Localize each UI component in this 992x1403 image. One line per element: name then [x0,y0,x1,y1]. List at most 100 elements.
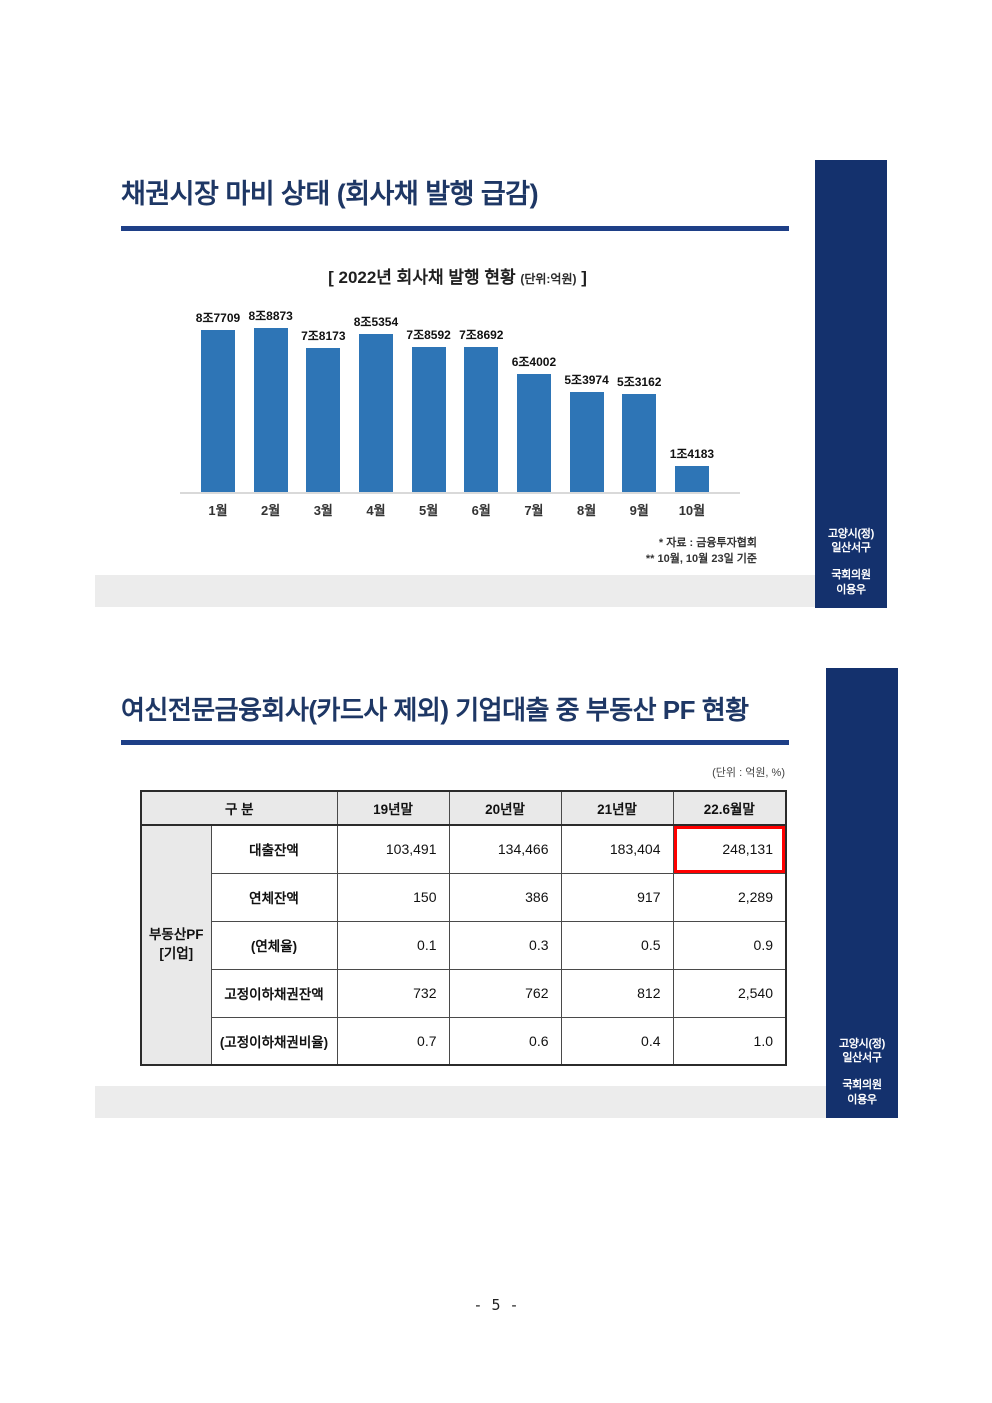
bar-column-8월: 5조3974 [564,371,610,492]
chart-bar [201,330,235,492]
value-cell: 183,404 [560,824,674,874]
bond-issuance-bar-chart: 8조7709 8조8873 7조8173 8조5354 7조8592 7조8692 6조40… [195,300,715,492]
bar-column-1월: 8조7709 [195,309,241,492]
bar-column-7월: 6조4002 [511,353,557,492]
value-cell: 0.3 [448,920,562,970]
x-tick-label: 5월 [419,503,439,518]
chart-x-tick-labels: 1월 2월 3월 4월 5월 6월 7월 8월 9월 10월 [195,500,715,519]
value-cell: 2,289 [672,872,787,922]
bar-value-label: 1조4183 [669,447,715,461]
x-tick-label: 8월 [576,503,597,518]
highlighted-value-cell: 248,131 [672,824,787,874]
slide2-title-underline [121,740,789,745]
value-cell: 0.5 [560,920,674,970]
sidebar-district-label: 고양시(정) 일산서구 [827,527,874,555]
bar-value-label: 8조7709 [195,311,241,325]
value-cell: 0.1 [336,920,450,970]
header-cell-category: 구 분 [140,790,338,826]
header-cell-21: 21년말 [560,790,674,826]
value-cell: 150 [336,872,450,922]
value-cell: 0.6 [448,1016,562,1066]
bar-column-4월: 8조5354 [353,313,399,492]
table-row: 고정이하채권잔액 732 762 812 2,540 [141,968,787,1018]
slide1-title: 채권시장 마비 상태 (회사채 발행 급감) [121,179,539,209]
x-tick-label: 9월 [629,503,649,518]
value-cell: 134,466 [448,824,562,874]
slide2-title: 여신전문금융회사(카드사 제외) 기업대출 중 부동산 PF 현황 [121,695,749,725]
slide2-bottom-strip [95,1086,830,1118]
chart-title-text: [ 2022년 회사채 발행 현황 [328,268,521,287]
chart-source-note: * 자료 : 금융투자협회 [658,537,757,549]
chart-basis-note: ** 10월, 10월 23일 기준 [645,552,757,565]
bar-value-label: 5조3974 [564,373,609,387]
real-estate-pf-table: 구 분 19년말 20년말 21년말 22.6월말 부동산PF [기업] 대출잔액… [140,790,787,1066]
x-tick-label: 2월 [261,503,281,518]
bar-column-5월: 7조8592 [406,326,452,492]
chart-x-axis [180,492,740,494]
value-cell: 386 [448,872,562,922]
value-cell: 732 [336,968,450,1018]
chart-bar [569,392,604,492]
chart-title: [ 2022년 회사채 발행 현황 (단위:억원) ] [185,263,730,288]
slide1-title-underline [121,226,789,231]
chart-unit-label: (단위:억원) [520,272,577,286]
bar-value-label: 6조4002 [511,355,557,369]
bar-value-label: 7조8692 [459,328,504,342]
value-cell: 917 [560,872,674,922]
bar-column-3월: 7조8173 [300,327,346,492]
value-cell: 0.7 [336,1016,450,1066]
x-tick-label: 10월 [678,503,706,518]
sidebar-member-label: 국회의원 이용우 [831,569,871,597]
metric-label-cell: 고정이하채권잔액 [210,968,338,1018]
chart-bar [306,348,341,492]
header-cell-22: 22.6월말 [672,790,787,826]
slide1-sidebar-banner: 고양시(정) 일산서구 국회의원 이용우 [815,160,887,608]
bar-column-10월: 1조4183 [669,445,715,492]
value-cell: 812 [560,968,674,1018]
chart-title-bracket: ] [576,268,587,287]
chart-bar [622,394,657,492]
chart-bars: 8조7709 8조8873 7조8173 8조5354 7조8592 7조8692 6조40… [195,300,715,492]
metric-label-cell: (연체율) [210,920,338,970]
bar-column-9월: 5조3162 [616,373,662,492]
chart-bar [464,347,499,492]
sidebar-district-label: 고양시(정) 일산서구 [838,1037,885,1065]
bar-column-2월: 8조8873 [248,307,294,492]
row-group-cell: 부동산PF [기업] [140,824,212,1066]
x-tick-label: 7월 [524,503,544,518]
chart-bar [253,328,288,492]
table-row: (연체율) 0.1 0.3 0.5 0.9 [141,920,787,970]
chart-footnotes: * 자료 : 금융투자협회 ** 10월, 10월 23일 기준 [646,536,757,568]
x-tick-label: 3월 [313,503,333,518]
page-number: - 5 - [473,1296,519,1314]
value-cell: 103,491 [336,824,450,874]
value-cell: 0.4 [560,1016,674,1066]
table-unit-label: (단위 : 억원, %) [712,767,785,779]
bar-value-label: 8조8873 [248,309,293,323]
table-row: 부동산PF [기업] 대출잔액 103,491 134,466 183,404 248,1… [140,824,787,1066]
bar-value-label: 8조5354 [353,315,399,329]
sidebar-member-label: 국회의원 이용우 [842,1079,882,1107]
chart-bar [358,334,393,492]
slide1-bottom-strip [95,575,815,607]
x-tick-label: 4월 [366,503,386,518]
table-row: 연체잔액 150 386 917 2,289 [141,872,787,922]
slide2-sidebar-banner: 고양시(정) 일산서구 국회의원 이용우 [826,668,898,1118]
value-cell: 2,540 [672,968,787,1018]
chart-bar [411,347,446,492]
table-row: (고정이하채권비율) 0.7 0.6 0.4 1.0 [141,1016,787,1066]
value-cell: 1.0 [672,1016,787,1066]
x-tick-label: 6월 [471,503,491,518]
table-header-row: 구 분 19년말 20년말 21년말 22.6월말 [140,790,787,826]
header-cell-19: 19년말 [336,790,450,826]
x-tick-label: 1월 [208,503,228,518]
bar-value-label: 7조8592 [406,328,451,342]
metric-label-cell: 연체잔액 [210,872,338,922]
metric-label-cell: 대출잔액 [210,824,338,874]
bar-value-label: 5조3162 [617,375,662,389]
chart-bar [516,374,551,492]
bar-column-6월: 7조8692 [458,326,504,492]
bar-value-label: 7조8173 [301,329,346,343]
value-cell: 0.9 [672,920,787,970]
metric-label-cell: (고정이하채권비율) [210,1016,338,1066]
